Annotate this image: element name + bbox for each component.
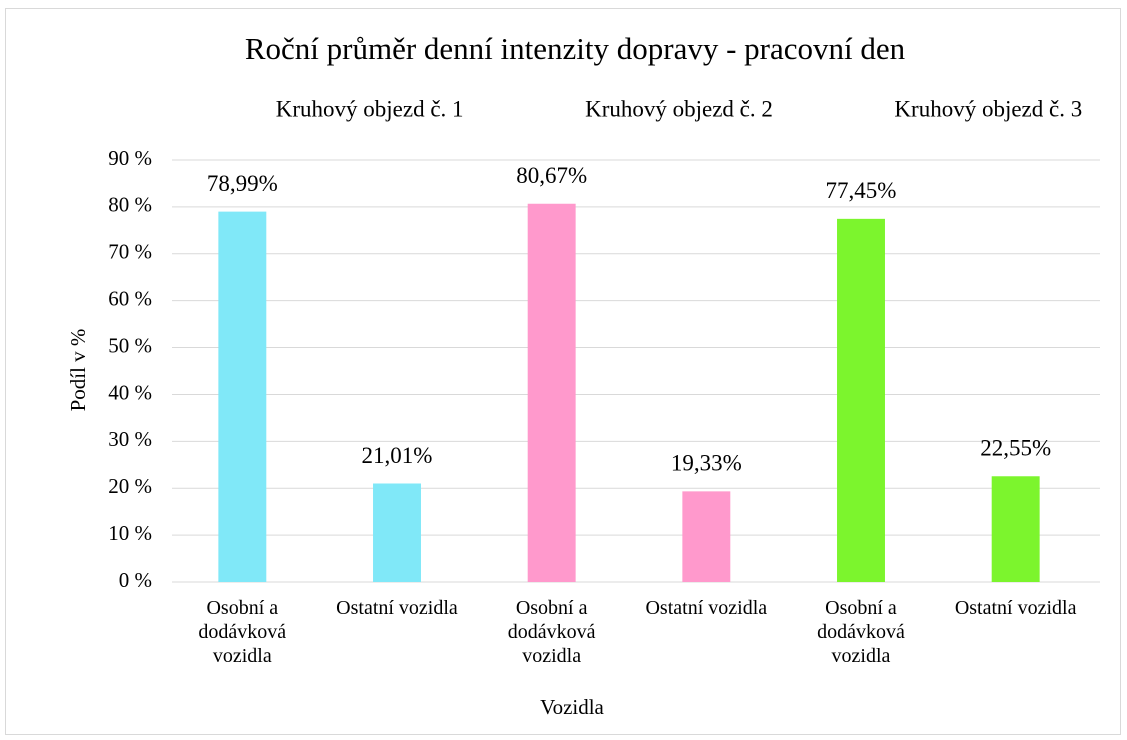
group-label: Kruhový objezd č. 3 [894, 96, 1082, 121]
x-tick-label-box: Osobní a dodávková vozidla [817, 597, 905, 667]
x-axis-title: Vozidla [540, 695, 604, 719]
x-tick-label: Osobní a dodávková vozidla [507, 597, 596, 667]
x-tick-label-box: Osobní a dodávková vozidla [198, 597, 287, 667]
x-tick-label: Ostatní vozidla [336, 597, 458, 619]
group-label: Kruhový objezd č. 1 [276, 96, 464, 121]
y-tick-label: 70 % [108, 240, 152, 264]
y-tick-label: 80 % [108, 193, 152, 217]
bar [991, 476, 1040, 582]
y-tick-label: 30 % [108, 427, 152, 451]
x-tick-label: Osobní a dodávková vozidla [817, 597, 905, 667]
x-tick-label-box: Ostatní vozidla [645, 597, 768, 619]
x-tick-label: Ostatní vozidla [645, 597, 768, 619]
bar [682, 491, 731, 582]
data-label: 19,33% [671, 451, 742, 476]
y-tick-label: 60 % [108, 286, 152, 310]
x-tick-label-box: Ostatní vozidla [954, 597, 1077, 619]
y-tick-label: 40 % [108, 380, 152, 404]
bar [527, 203, 576, 583]
data-label: 77,45% [826, 178, 897, 203]
y-axis-title: Podíl v % [66, 329, 90, 412]
y-tick-label: 90 % [108, 146, 152, 170]
x-tick-label: Ostatní vozidla [954, 597, 1077, 619]
y-tick-label: 50 % [108, 333, 152, 357]
data-label: 22,55% [980, 436, 1051, 461]
x-tick-label: Osobní a dodávková vozidla [198, 597, 287, 667]
bar [373, 483, 421, 582]
data-label: 78,99% [207, 171, 278, 196]
data-label: 21,01% [362, 443, 433, 468]
group-label: Kruhový objezd č. 2 [585, 96, 773, 121]
x-tick-label-box: Osobní a dodávková vozidla [507, 597, 596, 667]
y-tick-label: 10 % [108, 521, 152, 545]
bar [837, 218, 885, 582]
y-tick-label: 0 % [119, 568, 152, 592]
bar [218, 211, 267, 582]
y-tick-label: 20 % [108, 474, 152, 498]
data-label: 80,67% [516, 163, 587, 188]
chart-title: Roční průměr denní intenzity dopravy - p… [245, 31, 906, 66]
x-tick-label-box: Ostatní vozidla [336, 597, 458, 619]
